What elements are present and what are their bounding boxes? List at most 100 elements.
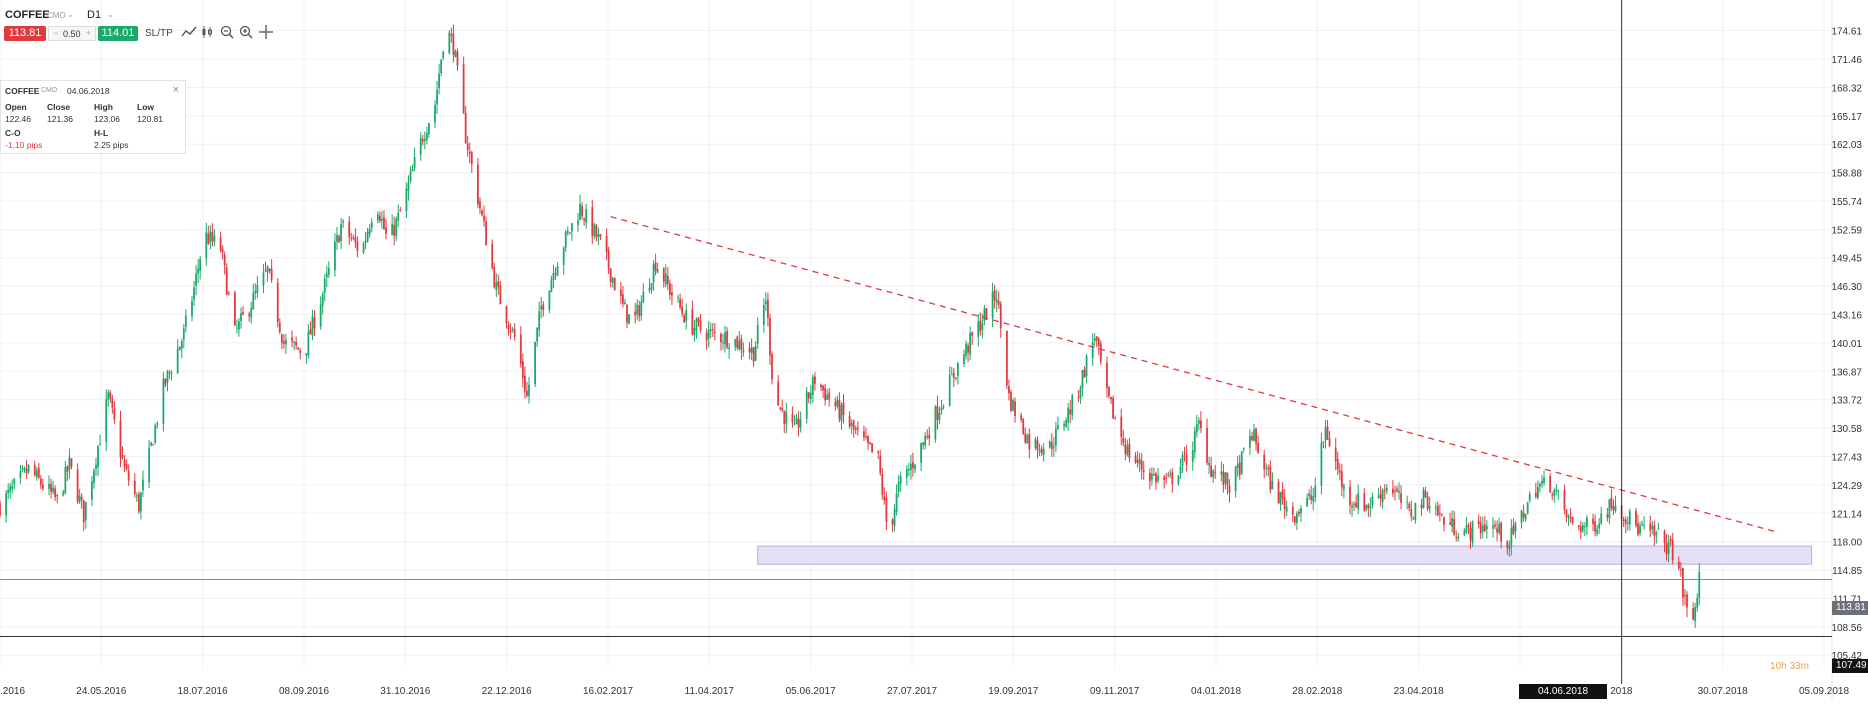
quantity-value[interactable]: 0.50 [63,29,81,39]
x-tick-label: 31.10.2016 [380,686,430,697]
candle-body [726,331,728,348]
candle-body [123,459,126,467]
zoom-out-icon[interactable] [219,24,235,40]
candle-body [233,292,236,326]
x-tick-label: 23.04.2018 [1394,686,1444,697]
candle-body [1455,537,1458,539]
candle-body [254,291,257,294]
candle-body [1228,486,1231,493]
candle-body [926,436,929,438]
x-tick-label: 18.07.2016 [178,686,228,697]
open-label: Open [5,102,27,112]
candle-body [593,224,596,236]
candle-body [1671,540,1674,561]
candle-body [1367,504,1370,509]
candle-body [1285,506,1288,512]
sltp-button[interactable]: SL/TP [145,28,173,39]
candle-body [1506,542,1509,548]
y-tick-label: 118.00 [1832,538,1862,549]
candle-body [1663,530,1666,543]
candle-body [25,468,28,474]
candle-body [1226,472,1229,486]
candle-body [983,308,986,322]
zoom-in-icon[interactable] [238,24,254,40]
candle-body [722,342,724,344]
candle-body [421,139,424,142]
candle-body [570,223,573,232]
candle-body [668,283,671,295]
candle-body [319,304,322,327]
candle-body [1465,525,1468,532]
candle-body [963,354,965,365]
candle-body [1622,519,1625,521]
candle-body [219,237,222,251]
candle-body [521,361,524,379]
y-tick-label: 146.30 [1831,282,1862,293]
candle-body [1567,515,1570,519]
buy-price-button[interactable]: 114.01 [98,26,138,41]
candle-body [507,324,510,329]
candle-body [66,466,69,472]
timeframe-selector[interactable]: D1 [87,9,102,21]
candle-body [1153,474,1155,476]
x-tick-label: 19.09.2017 [988,686,1038,697]
x-tick-label: 2018 [1610,686,1633,697]
close-icon[interactable]: × [172,84,179,96]
quantity-stepper[interactable]: − 0.50 + [48,26,96,41]
crosshair-icon[interactable] [258,24,274,40]
candle-body [1428,505,1431,509]
candle-body [752,347,755,362]
candle-body [1181,454,1184,466]
y-tick-label: 143.16 [1831,311,1862,322]
candle-body [497,281,500,287]
candle-body [1193,431,1196,453]
candle-body [611,278,614,283]
candlestick-icon[interactable] [200,24,216,40]
symbol-name[interactable]: COFFEE [5,9,50,21]
x-tick-label: 05.09.2018 [1799,686,1849,697]
candle-body [399,210,402,212]
candle-body [438,73,441,89]
crosshair-date-label: 04.06.2018 [1519,684,1607,699]
decrement-icon[interactable]: − [53,28,59,38]
chevron-down-icon[interactable]: ⌄ [107,10,114,19]
candle-body [1236,464,1239,469]
increment-icon[interactable]: + [85,28,91,38]
candle-body [867,435,869,443]
candle-body [495,282,498,290]
candle-body [354,237,357,243]
candle-body [924,436,927,446]
candle-body [1477,520,1480,525]
sell-price-button[interactable]: 113.81 [4,26,46,41]
candle-body [1381,490,1384,502]
candle-body [505,306,508,324]
candle-body [113,408,116,420]
x-tick-label: 30.07.2018 [1698,686,1748,697]
candle-body [227,292,230,294]
candle-body [293,341,296,344]
candle-body [450,33,453,36]
candle-body [1069,409,1072,415]
candle-body [164,378,167,385]
candle-body [1420,504,1423,508]
candle-body [842,402,845,415]
candle-body [1414,502,1417,521]
y-tick-label: 130.58 [1831,424,1862,435]
candle-body [1296,513,1298,523]
candle-body [1485,525,1488,530]
candle-body [777,381,780,406]
candle-body [1191,450,1194,463]
candle-body [1067,407,1070,423]
candle-body [871,443,873,452]
candle-body [1255,428,1257,444]
candle-body [1038,450,1041,452]
chevron-down-icon[interactable]: ⌄ [67,10,74,19]
candle-body [1281,489,1284,499]
y-tick-label: 111.71 [1833,594,1863,605]
candle-body [481,210,483,215]
candle-body [325,273,328,278]
line-chart-icon[interactable] [181,24,197,40]
candle-body [423,139,426,142]
